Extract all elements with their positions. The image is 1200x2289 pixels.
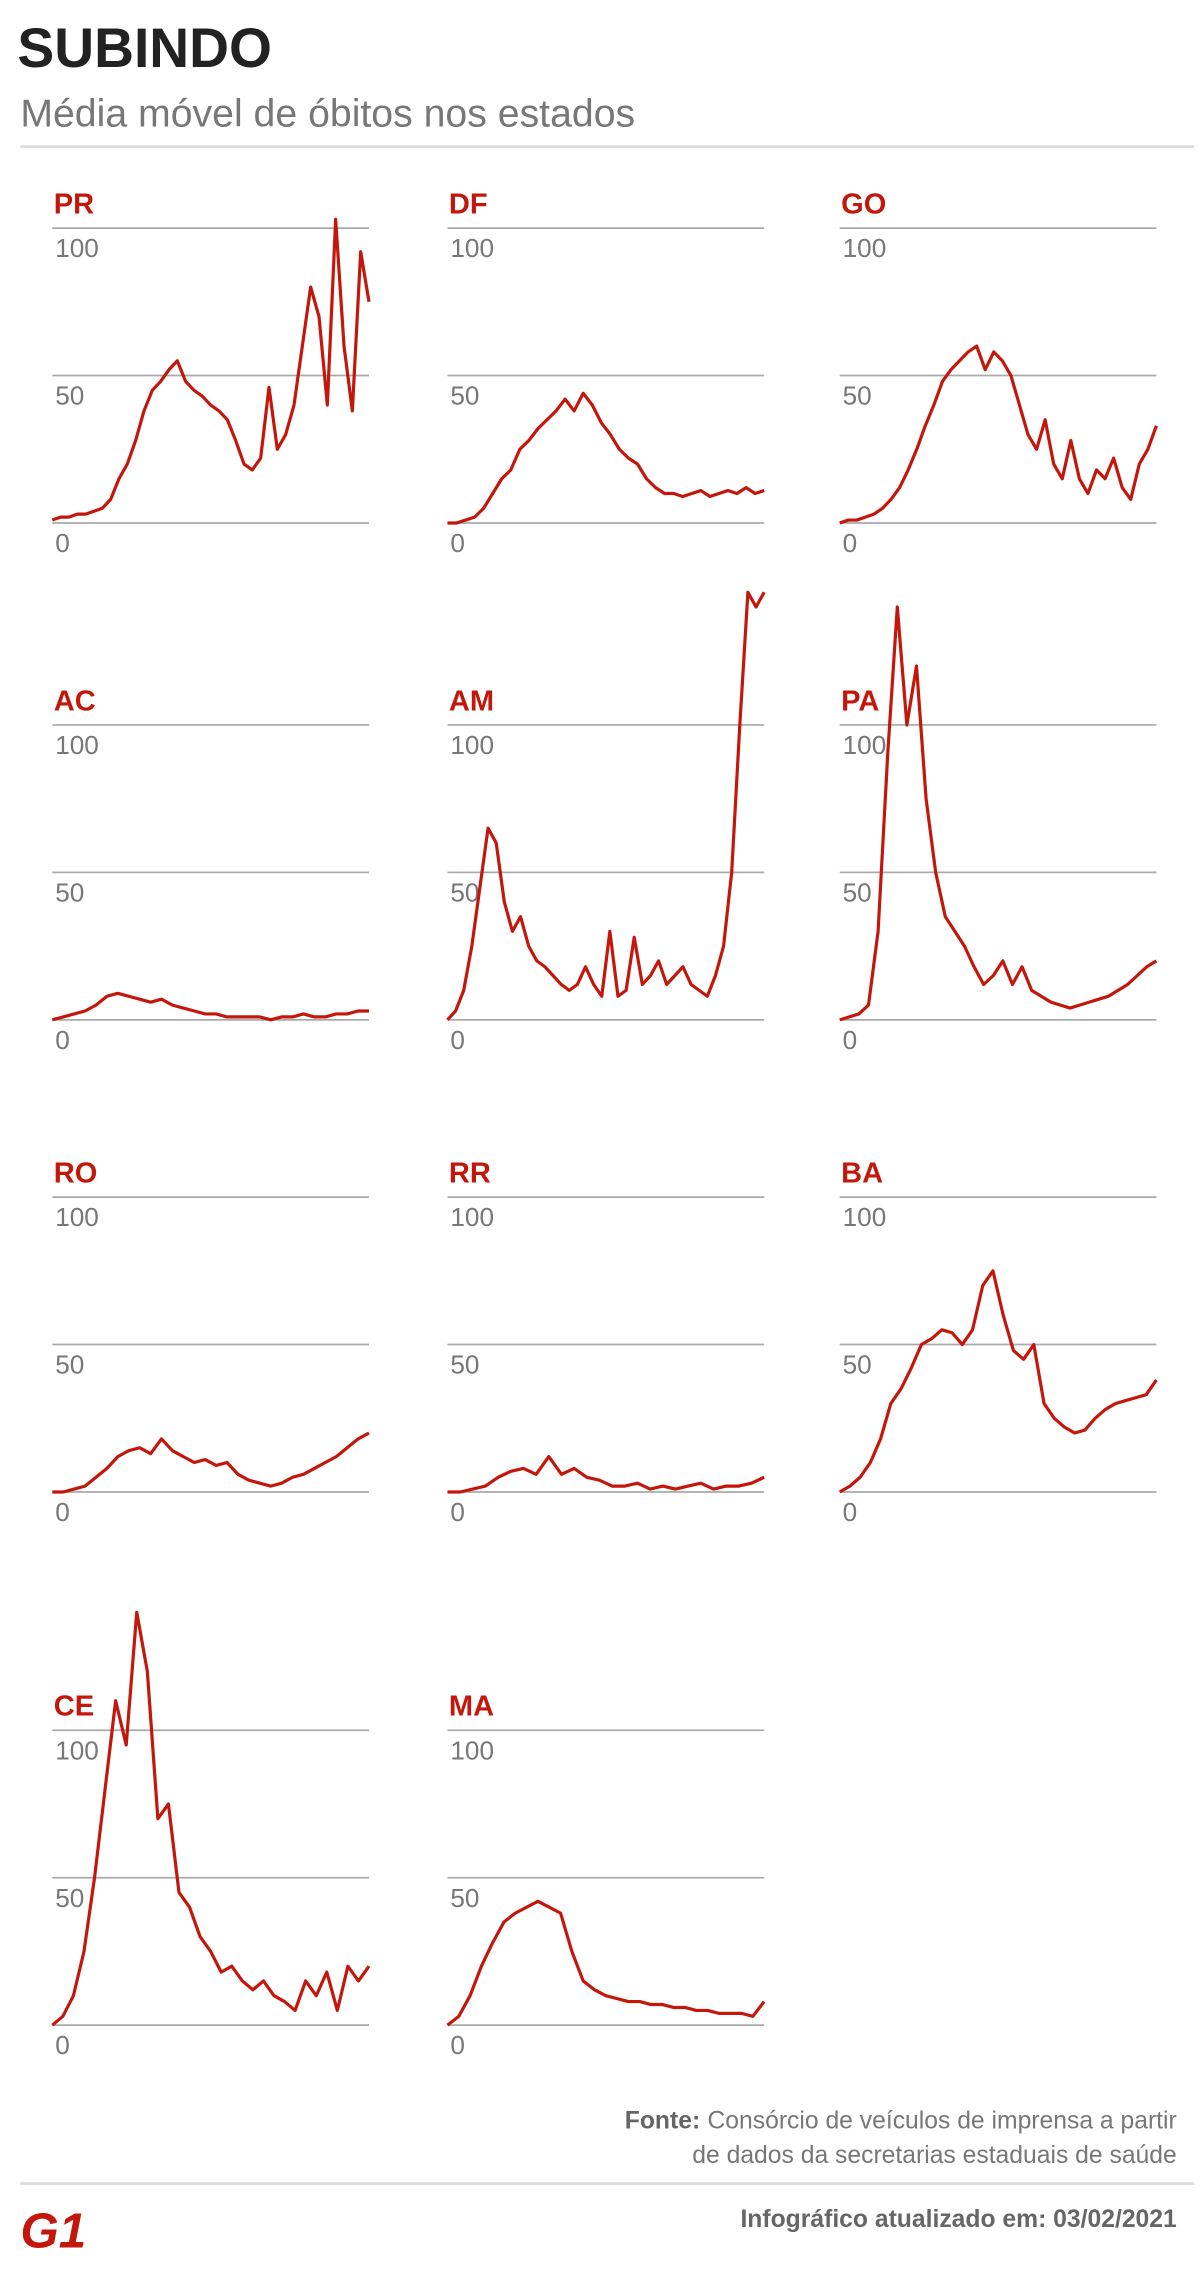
y-tick-label: 100	[450, 1735, 494, 1765]
y-tick-label: 0	[450, 528, 465, 558]
y-tick-label: 100	[450, 730, 494, 760]
y-tick-label: 100	[55, 1202, 99, 1232]
data-line	[447, 391, 765, 525]
logo: G1	[20, 2203, 86, 2258]
y-tick-label: 50	[450, 381, 479, 411]
y-tick-label: 0	[450, 1497, 465, 1527]
y-tick-label: 50	[55, 877, 84, 907]
y-tick-label: 100	[450, 1202, 494, 1232]
data-line	[839, 605, 1158, 1022]
data-line	[52, 1431, 370, 1494]
data-line	[838, 1269, 1158, 1494]
panel-title: DF	[449, 189, 488, 221]
panel-title: PR	[54, 189, 94, 221]
data-line	[839, 344, 1158, 525]
panel-title: AC	[54, 685, 96, 717]
data-line	[51, 1610, 371, 2027]
y-tick-label: 50	[843, 381, 872, 411]
y-tick-label: 0	[55, 1497, 70, 1527]
panel-title: GO	[841, 189, 886, 221]
y-tick-label: 0	[450, 1025, 465, 1055]
y-tick-label: 0	[843, 1497, 858, 1527]
y-tick-label: 100	[843, 730, 887, 760]
y-tick-label: 0	[55, 528, 70, 558]
y-tick-label: 50	[843, 1350, 872, 1380]
data-line	[446, 590, 766, 1021]
data-line	[447, 1455, 765, 1494]
panel-title: MA	[449, 1691, 494, 1723]
y-tick-label: 0	[843, 528, 858, 558]
title: SUBINDO	[17, 17, 271, 79]
y-tick-label: 0	[843, 1025, 858, 1055]
subtitle: Média móvel de óbitos nos estados	[20, 91, 635, 135]
panel-title: CE	[54, 1691, 94, 1723]
y-tick-label: 100	[55, 730, 99, 760]
source-label: Fonte:	[625, 2107, 700, 2134]
y-tick-label: 0	[55, 2030, 70, 2060]
y-tick-label: 50	[450, 1883, 479, 1913]
y-tick-label: 100	[843, 1202, 887, 1232]
y-tick-label: 100	[55, 233, 99, 263]
panel-title: RR	[449, 1158, 491, 1190]
panel-title: RO	[54, 1158, 98, 1190]
y-tick-label: 50	[55, 1350, 84, 1380]
data-line	[446, 1899, 766, 2027]
y-tick-label: 50	[450, 1350, 479, 1380]
y-tick-label: 50	[55, 1883, 84, 1913]
updated: Infográfico atualizado em: 03/02/2021	[740, 2206, 1177, 2233]
data-line	[51, 991, 370, 1022]
panel-title: AM	[449, 685, 494, 717]
y-tick-label: 100	[55, 1735, 99, 1765]
y-tick-label: 100	[843, 233, 887, 263]
y-tick-label: 50	[450, 877, 479, 907]
y-tick-label: 50	[843, 877, 872, 907]
source-line: de dados da secretarias estaduais de saú…	[692, 2142, 1176, 2169]
y-tick-label: 50	[55, 381, 84, 411]
panel-title: BA	[841, 1158, 883, 1190]
y-tick-label: 100	[450, 233, 494, 263]
data-line	[51, 217, 371, 522]
y-tick-label: 0	[55, 1025, 70, 1055]
panel-title: PA	[841, 685, 879, 717]
source-line: Consórcio de veículos de imprensa a part…	[707, 2107, 1176, 2134]
y-tick-label: 0	[450, 2030, 465, 2060]
source: Fonte: Consórcio de veículos de imprensa …	[625, 2107, 1177, 2134]
